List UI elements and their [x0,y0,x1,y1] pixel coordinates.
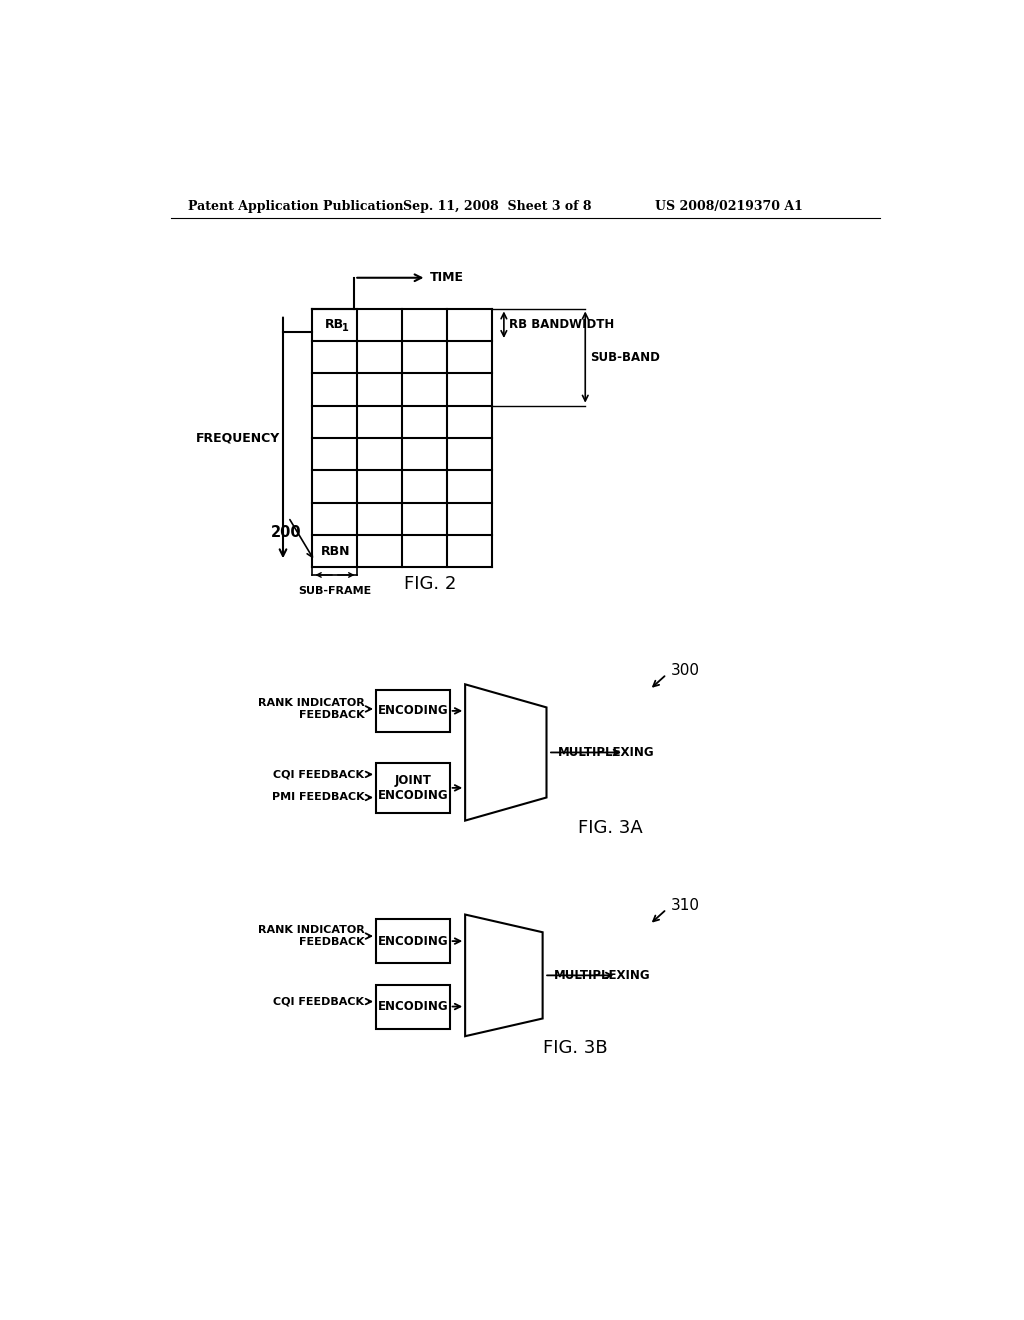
Text: RANK INDICATOR: RANK INDICATOR [258,925,365,935]
Text: ENCODING: ENCODING [378,1001,449,1012]
Text: ENCODING: ENCODING [378,935,449,948]
Text: 200: 200 [271,525,302,540]
Text: SUB-BAND: SUB-BAND [590,351,659,363]
Text: SUB-FRAME: SUB-FRAME [298,586,372,595]
Text: 1: 1 [342,323,348,333]
Text: RB: RB [325,318,344,331]
Text: Patent Application Publication: Patent Application Publication [188,201,403,214]
Bar [376,763,450,813]
Text: CQI FEEDBACK: CQI FEEDBACK [273,997,365,1007]
Text: FIG. 3B: FIG. 3B [543,1039,607,1057]
Text: FEEDBACK: FEEDBACK [299,937,365,948]
Bar [376,919,450,964]
Text: MULTIPLEXING: MULTIPLEXING [554,969,651,982]
Text: FEEDBACK: FEEDBACK [299,710,365,721]
Text: JOINT
ENCODING: JOINT ENCODING [378,774,449,801]
Bar [376,985,450,1028]
Text: CQI FEEDBACK: CQI FEEDBACK [273,770,365,779]
Text: MULTIPLEXING: MULTIPLEXING [558,746,654,759]
Text: FIG. 3A: FIG. 3A [578,820,642,837]
Text: RBN: RBN [321,545,350,557]
Bar [376,689,450,733]
Text: US 2008/0219370 A1: US 2008/0219370 A1 [655,201,803,214]
Text: PMI FEEDBACK: PMI FEEDBACK [271,792,365,803]
Text: Sep. 11, 2008  Sheet 3 of 8: Sep. 11, 2008 Sheet 3 of 8 [403,201,592,214]
Text: 300: 300 [671,663,699,678]
Text: FIG. 2: FIG. 2 [403,576,457,593]
Text: TIME: TIME [430,271,464,284]
Text: ENCODING: ENCODING [378,705,449,717]
Text: 310: 310 [671,898,699,913]
Text: RB BANDWIDTH: RB BANDWIDTH [509,318,613,331]
Text: FREQUENCY: FREQUENCY [196,432,280,445]
Text: RANK INDICATOR: RANK INDICATOR [258,698,365,708]
